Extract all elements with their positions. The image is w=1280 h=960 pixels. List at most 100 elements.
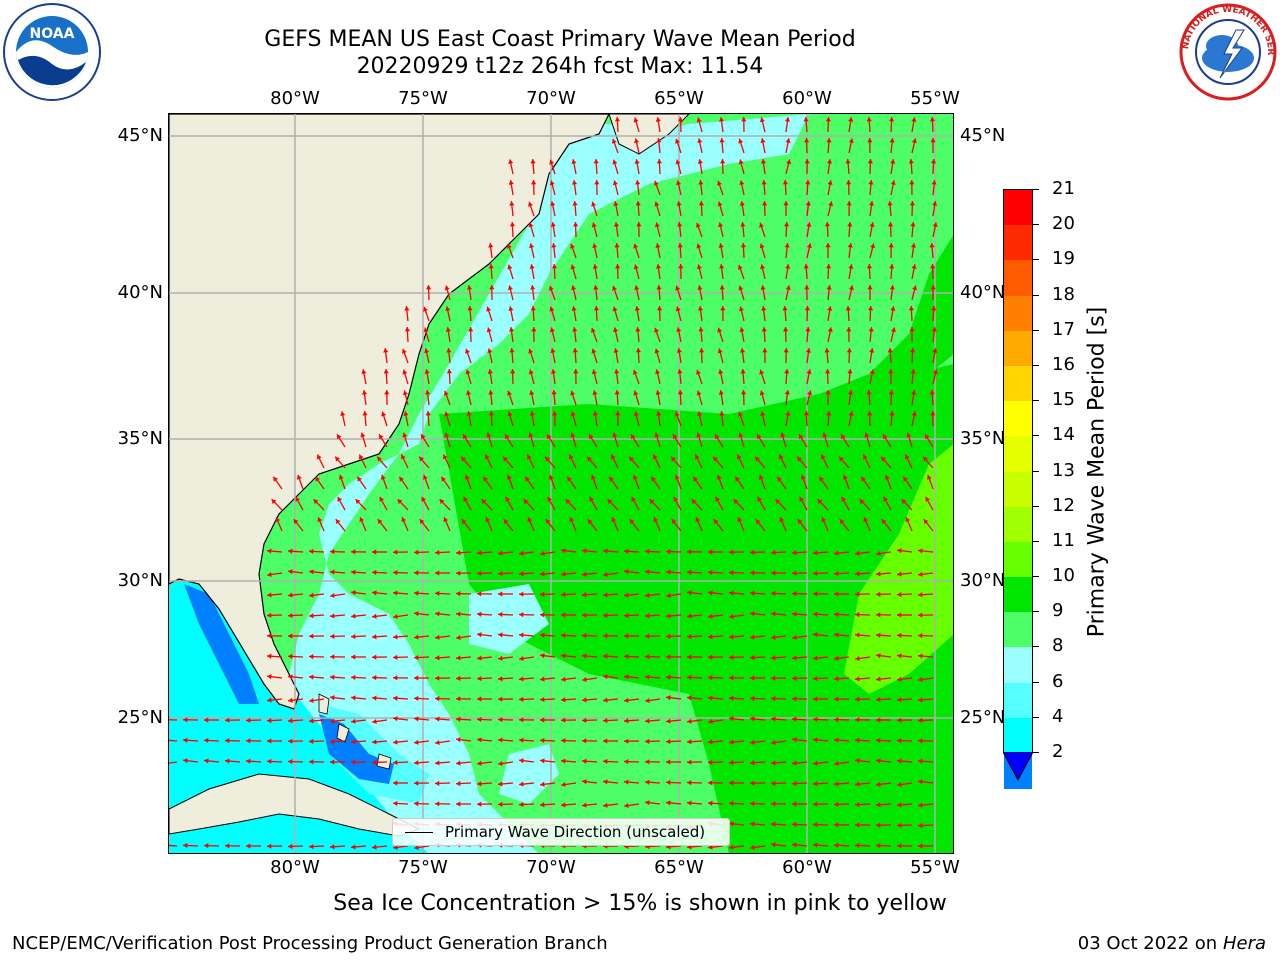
wave-arrow-head: [613, 348, 619, 353]
wave-arrow-head: [519, 655, 524, 662]
wave-arrow-head: [414, 780, 419, 786]
wave-arrow-head: [519, 781, 524, 787]
wave-arrow-head: [414, 654, 419, 661]
wave-arrow-head: [456, 611, 461, 617]
wave-arrow-head: [587, 519, 593, 525]
wave-arrow-head: [759, 390, 765, 396]
wave-arrow-head: [397, 499, 403, 505]
wave-arrow-head: [715, 434, 720, 440]
wave-arrow-head: [337, 496, 343, 502]
colorbar-segment: [1004, 365, 1032, 402]
wave-arrow-head: [435, 611, 440, 617]
wave-arrow-head: [528, 369, 534, 375]
wave-arrow-head: [918, 571, 923, 577]
wave-arrow-head: [755, 456, 760, 462]
wave-arrow-head: [738, 411, 743, 417]
nws-logo: NATIONAL WEATHER SERVICE: [1175, 0, 1278, 102]
wave-arrow-head: [792, 737, 797, 743]
wave-arrow-head: [267, 612, 272, 618]
wave-arrow-head: [183, 717, 188, 723]
wave-arrow-head: [918, 633, 923, 639]
wave-arrow-head: [758, 474, 764, 480]
wave-arrow-head: [842, 474, 848, 480]
wave-arrow-head: [729, 800, 734, 807]
wave-arrow-head: [708, 569, 713, 576]
wave-arrow-head: [426, 285, 432, 290]
wave-arrow-head: [757, 496, 763, 502]
wave-arrow-head: [571, 306, 577, 311]
wave-arrow-head: [351, 549, 356, 555]
wave-arrow-head: [444, 432, 450, 438]
colorbar-segment: [1004, 190, 1032, 226]
wave-arrow-head: [719, 138, 725, 143]
wave-arrow-head: [876, 696, 881, 703]
wave-arrow-head: [653, 517, 659, 523]
wave-arrow-head: [760, 159, 767, 164]
wave-arrow-head: [383, 369, 389, 374]
wave-arrow-head: [477, 760, 482, 766]
wave-arrow-head: [267, 697, 272, 703]
wave-arrow-head: [729, 590, 734, 596]
wave-arrow-head: [651, 476, 656, 482]
wave-arrow-head: [910, 243, 917, 248]
wave-arrow-head: [540, 632, 545, 638]
wave-arrow-head: [633, 264, 639, 270]
wave-arrow-head: [908, 159, 914, 164]
wave-arrow-head: [351, 569, 356, 575]
wave-arrow-head: [759, 117, 765, 123]
wave-arrow-head: [855, 612, 860, 618]
wave-arrow-head: [309, 548, 314, 555]
wave-arrow-head: [330, 549, 335, 555]
wave-arrow-head: [848, 264, 854, 269]
wave-arrow-head: [632, 369, 638, 375]
wave-arrow-head: [568, 454, 574, 460]
wave-arrow-head: [903, 476, 908, 482]
wave-arrow-head: [645, 569, 650, 575]
wave-arrow-head: [897, 612, 902, 618]
wave-arrow-head: [897, 632, 902, 639]
wave-arrow-head: [485, 517, 491, 523]
wave-arrow-head: [708, 634, 713, 640]
lat-tick-label-right: 40°N: [960, 282, 1006, 303]
wave-arrow-head: [547, 496, 553, 502]
wave-arrow-head: [839, 456, 844, 462]
wave-arrow-head: [805, 180, 811, 185]
wave-arrow-head: [589, 496, 595, 502]
wave-arrow-head: [456, 655, 461, 661]
lat-tick-label-right: 25°N: [960, 707, 1006, 728]
wave-arrow-head: [890, 159, 896, 164]
wave-arrow-head: [509, 222, 516, 227]
wave-arrow-head: [676, 180, 682, 186]
wave-arrow-head: [918, 592, 923, 598]
wave-arrow-head: [687, 780, 692, 786]
wave-arrow-head: [750, 695, 755, 702]
wave-arrow-head: [750, 801, 755, 807]
wave-arrow-head: [806, 243, 812, 249]
wave-arrow-head: [313, 499, 319, 505]
wave-arrow-head: [834, 842, 839, 848]
wave-arrow-head: [729, 844, 734, 850]
wave-arrow-head: [379, 434, 384, 440]
wave-arrow-head: [645, 613, 650, 619]
colorbar-tickmark: [1033, 646, 1039, 648]
wave-arrow-head: [267, 653, 272, 659]
wave-arrow-head: [402, 432, 408, 438]
wave-arrow-head: [505, 496, 511, 502]
wave-arrow-head: [607, 499, 613, 505]
wave-arrow-head: [918, 653, 923, 659]
wave-arrow-head: [708, 739, 713, 745]
lat-tick-label-right: 35°N: [960, 428, 1006, 449]
wave-arrow-head: [645, 800, 650, 806]
wave-arrow-head: [330, 613, 335, 619]
wave-arrow-head: [855, 822, 860, 828]
wave-arrow-head: [565, 499, 571, 505]
wave-arrow-head: [771, 570, 776, 576]
wave-arrow-head: [444, 285, 450, 291]
wave-arrow-head: [717, 201, 723, 207]
wave-arrow-head: [698, 327, 704, 332]
wave-arrow-head: [550, 348, 556, 353]
wave-arrow-head: [288, 633, 293, 639]
wave-arrow-head: [204, 843, 209, 849]
wave-arrow-head: [929, 390, 935, 395]
wave-arrow-head: [666, 738, 671, 745]
